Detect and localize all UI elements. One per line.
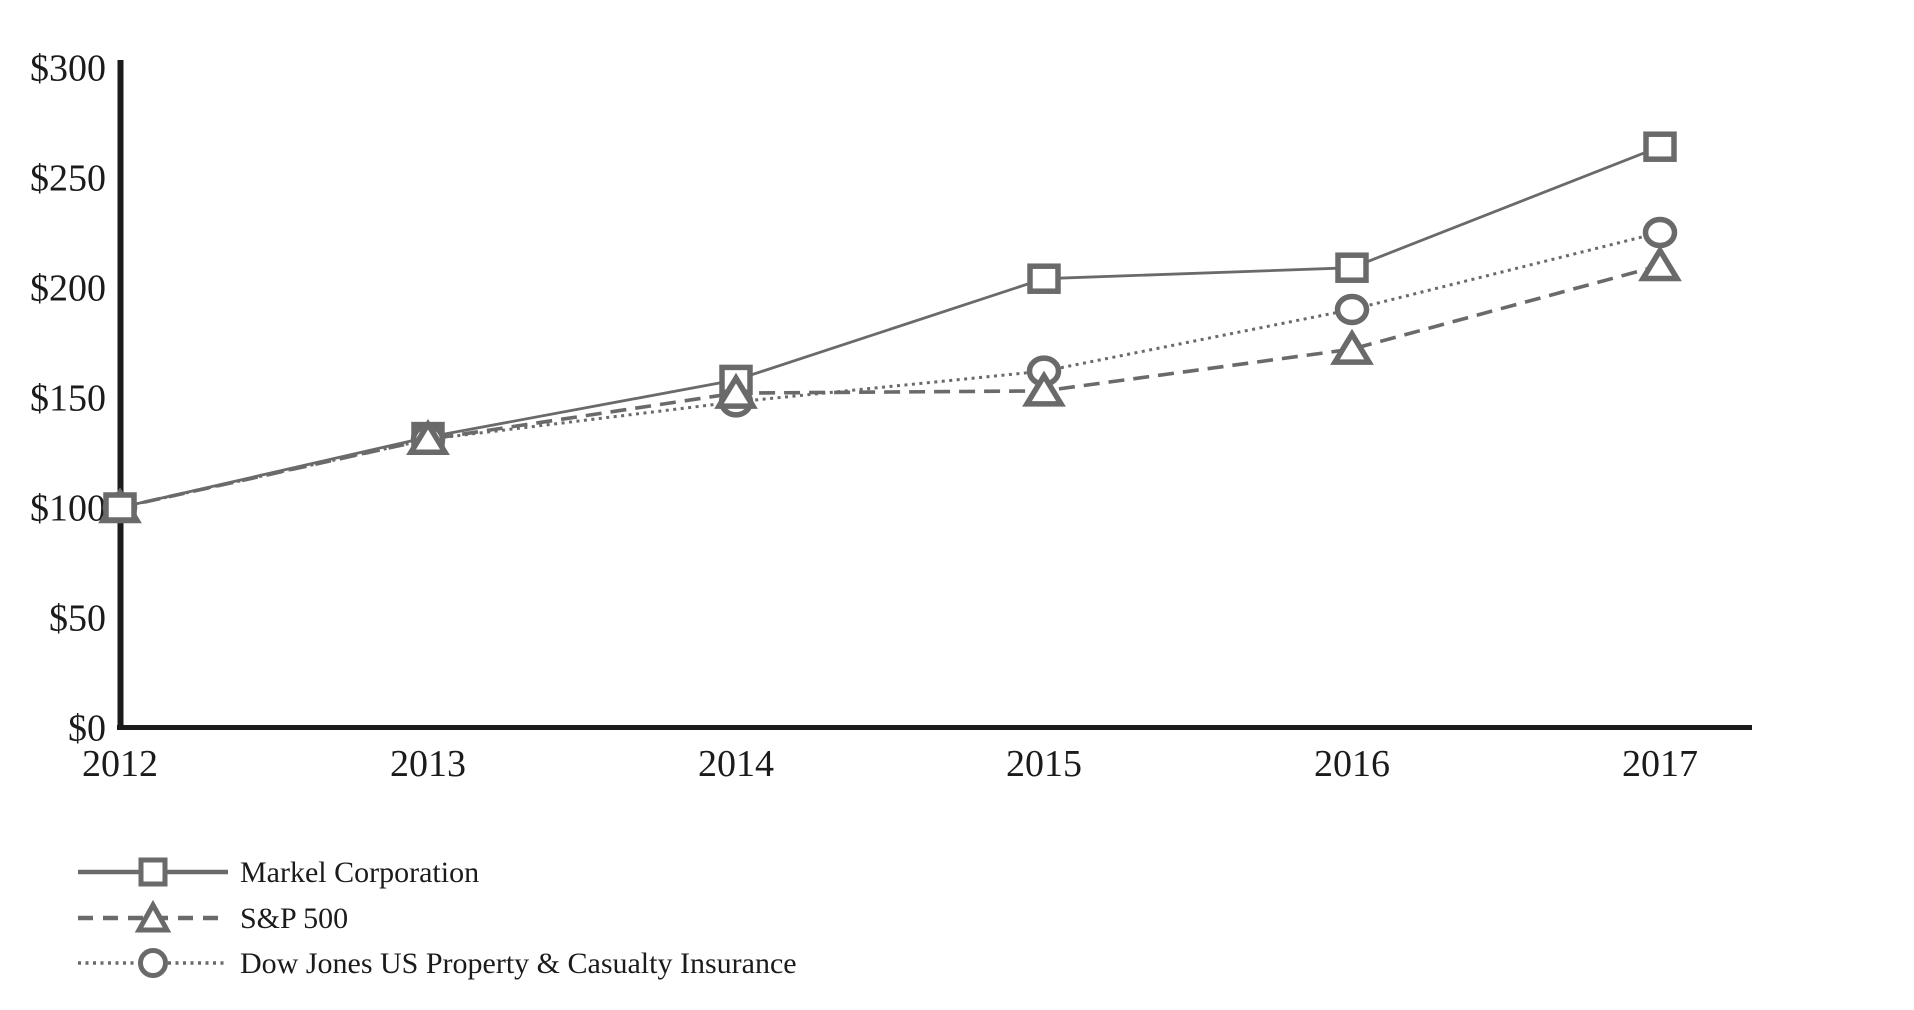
x-tick-label-2017: 2017 [1622, 743, 1698, 785]
y-tick-label-100: $100 [30, 488, 106, 530]
legend-label-s-p-500: S&P 500 [240, 902, 348, 935]
marker-square-markel-corporation [1027, 263, 1061, 294]
marker-square-markel-corporation [1335, 252, 1369, 283]
x-tick-label-2013: 2013 [390, 743, 466, 785]
marker-triangle-s-p-500 [1330, 328, 1374, 365]
series-line-dow-jones-us-property-casualty-insurance [119, 231, 1661, 509]
y-tick-label-0: $0 [68, 708, 106, 750]
y-tick-label-150: $150 [30, 378, 106, 420]
marker-triangle-s-p-500 [714, 372, 758, 409]
y-tick-label-250: $250 [30, 158, 106, 200]
marker-square-markel-corporation-legend [138, 857, 168, 887]
marker-circle-dow-jones-us-property-casualty-insurance [1642, 216, 1678, 249]
marker-triangle-s-p-500 [1022, 370, 1066, 407]
x-tick-label-2015: 2015 [1006, 743, 1082, 785]
marker-square-markel-corporation [103, 492, 137, 523]
y-tick-label-200: $200 [30, 268, 106, 310]
marker-triangle-s-p-500 [1638, 245, 1682, 282]
marker-circle-dow-jones-us-property-casualty-insurance [1334, 293, 1370, 326]
marker-triangle-s-p-500-legend [134, 899, 172, 933]
marker-square-markel-corporation [1643, 131, 1677, 162]
y-tick-label-300: $300 [30, 48, 106, 90]
marker-triangle-s-p-500 [406, 419, 450, 456]
legend-label-markel-corporation: Markel Corporation [240, 856, 479, 889]
legend-label-dow-jones-us-property-casualty-insurance: Dow Jones US Property & Casualty Insuran… [240, 947, 797, 980]
x-tick-label-2014: 2014 [698, 743, 774, 785]
x-tick-label-2016: 2016 [1314, 743, 1390, 785]
marker-circle-dow-jones-us-property-casualty-insurance-legend [138, 948, 168, 978]
x-tick-label-2012: 2012 [82, 743, 158, 785]
y-tick-label-50: $50 [49, 598, 106, 640]
